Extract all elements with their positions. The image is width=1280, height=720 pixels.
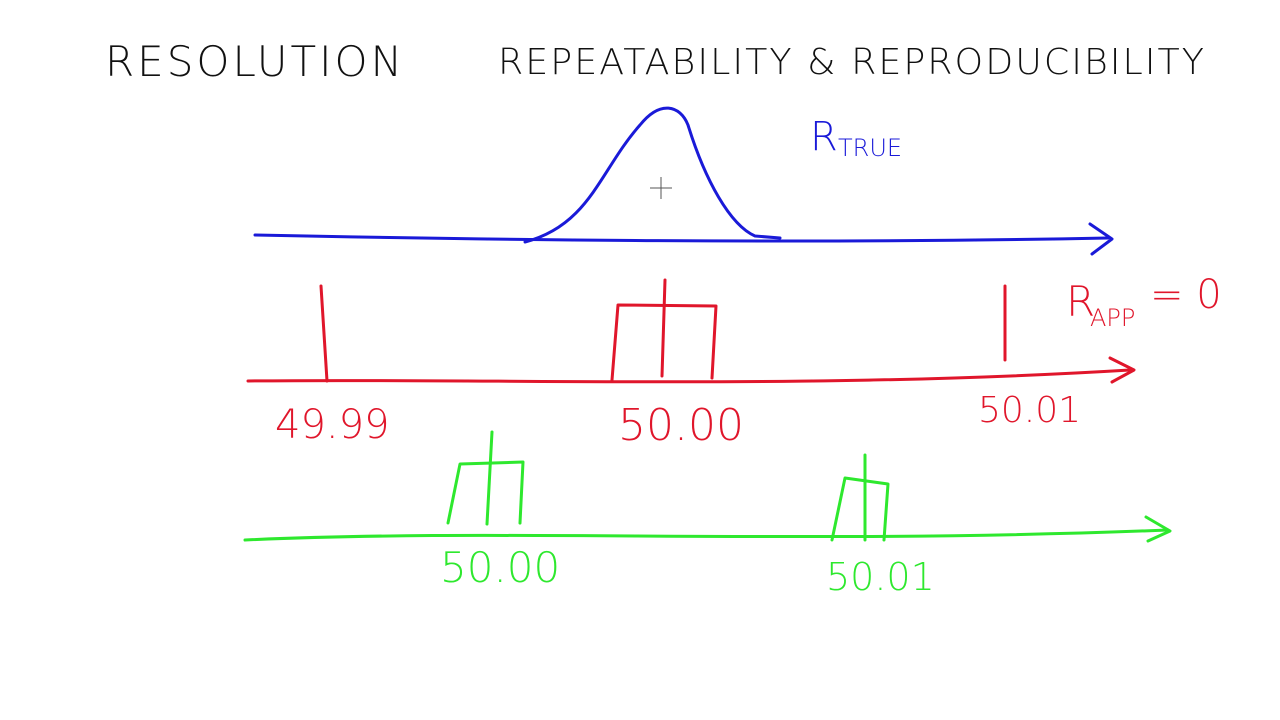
distribution-curve xyxy=(523,106,782,244)
cursor xyxy=(650,177,672,199)
green-arrow xyxy=(1144,515,1172,543)
blue-axis xyxy=(253,233,1110,243)
red-tick-label: 49.99 xyxy=(275,402,390,448)
blue-arrow xyxy=(1088,222,1114,256)
r-app-equation: = 0 xyxy=(1150,272,1222,318)
title-right: REPEATABILITY & REPRODUCIBILITY xyxy=(498,42,1206,83)
green-tick-label: 50.01 xyxy=(826,555,935,599)
red-arrow xyxy=(1108,356,1136,384)
title-left: RESOLUTION xyxy=(105,37,405,86)
red-tick xyxy=(319,284,329,383)
green-tick-label: 50.00 xyxy=(440,543,560,592)
r-true-subscript: TRUE xyxy=(838,134,902,162)
red-tick-label: 50.01 xyxy=(978,390,1081,431)
red-tick xyxy=(660,278,667,378)
r-app-label: R xyxy=(1066,277,1095,326)
red-axis xyxy=(246,368,1132,384)
r-true-label: R xyxy=(810,114,838,160)
red-tick-label: 50.00 xyxy=(618,400,744,451)
green-bin xyxy=(446,460,525,525)
red-bin xyxy=(610,303,718,382)
green-axis xyxy=(243,528,1170,542)
r-app-subscript: APP xyxy=(1090,304,1135,332)
green-tick xyxy=(485,430,494,526)
green-bin xyxy=(830,476,890,542)
